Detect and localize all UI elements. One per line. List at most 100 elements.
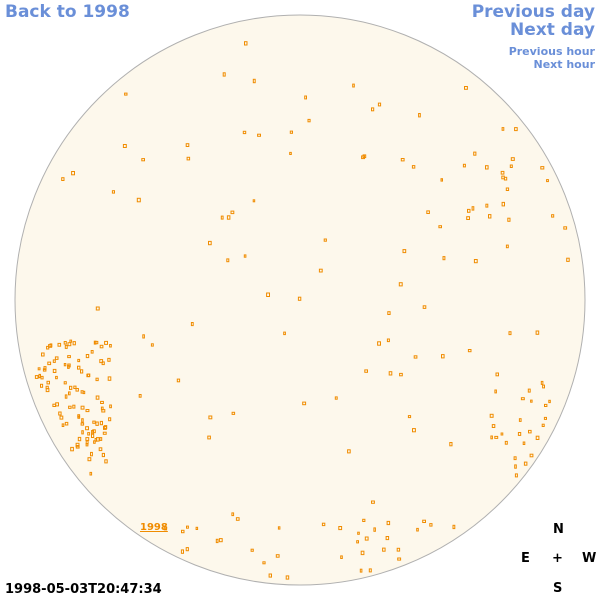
next-hour-link[interactable]: Next hour: [533, 58, 596, 71]
object-marker: [416, 527, 419, 532]
next-day-link[interactable]: Next day: [510, 20, 595, 40]
object-marker: [382, 547, 386, 552]
object-markers: [34, 41, 570, 580]
back-to-year-link[interactable]: Back to 1998: [5, 2, 130, 22]
object-marker: [494, 435, 499, 439]
object-marker: [208, 240, 212, 246]
object-marker: [235, 517, 240, 521]
object-marker: [530, 399, 533, 403]
object-marker: [541, 423, 545, 428]
object-marker: [551, 214, 555, 218]
object-marker: [388, 371, 393, 376]
object-marker: [230, 210, 235, 215]
object-marker: [215, 538, 219, 544]
object-marker: [70, 446, 74, 452]
object-marker: [368, 568, 372, 573]
object-marker: [522, 441, 526, 445]
object-marker: [387, 311, 391, 316]
object-marker: [64, 421, 69, 426]
object-marker: [504, 440, 508, 445]
object-marker: [186, 156, 191, 161]
object-marker: [111, 190, 116, 194]
object-marker: [356, 540, 360, 544]
object-marker: [150, 343, 154, 347]
year-marker-link[interactable]: 1998: [140, 522, 168, 533]
object-marker: [67, 364, 70, 369]
object-marker: [422, 305, 427, 309]
object-marker: [181, 529, 185, 534]
object-marker: [347, 449, 351, 454]
object-marker: [63, 381, 67, 385]
object-marker: [80, 405, 85, 410]
object-marker: [222, 72, 226, 77]
object-marker: [59, 415, 64, 420]
object-marker: [473, 259, 478, 264]
object-marker: [501, 127, 505, 131]
object-marker: [540, 380, 544, 385]
object-marker: [57, 342, 62, 347]
object-marker: [302, 401, 307, 406]
object-marker: [377, 102, 382, 107]
object-marker: [535, 435, 540, 441]
object-marker: [89, 471, 93, 476]
object-marker: [283, 331, 286, 336]
object-marker: [352, 83, 355, 88]
object-marker: [514, 127, 518, 132]
object-marker: [257, 133, 262, 137]
object-marker: [364, 369, 368, 373]
object-marker: [449, 442, 453, 447]
object-marker: [467, 349, 472, 353]
object-marker: [40, 375, 44, 380]
object-marker: [371, 500, 375, 504]
object-marker: [297, 296, 302, 301]
object-marker: [518, 418, 522, 422]
object-marker: [73, 385, 77, 390]
object-marker: [418, 113, 421, 118]
object-marker: [136, 197, 141, 203]
object-marker: [87, 373, 91, 377]
object-marker: [102, 431, 107, 435]
object-marker: [220, 215, 224, 220]
object-marker: [90, 451, 93, 457]
object-marker: [142, 334, 145, 339]
object-marker: [500, 170, 505, 175]
object-marker: [364, 536, 369, 541]
object-marker: [207, 435, 211, 440]
object-marker: [80, 369, 84, 374]
object-marker: [72, 341, 76, 346]
object-marker: [402, 249, 407, 254]
object-marker: [399, 372, 403, 377]
object-marker: [544, 403, 548, 407]
object-marker: [517, 432, 522, 436]
object-marker: [91, 433, 95, 439]
object-marker: [438, 225, 442, 229]
object-marker: [87, 457, 92, 462]
object-marker: [37, 367, 41, 371]
object-marker: [54, 356, 59, 360]
object-marker: [304, 95, 308, 100]
object-marker: [104, 340, 108, 345]
object-marker: [495, 372, 499, 377]
object-marker: [357, 531, 360, 535]
object-marker: [41, 352, 45, 357]
object-marker: [334, 396, 338, 400]
object-marker: [500, 432, 504, 436]
previous-hour-link[interactable]: Previous hour: [508, 45, 595, 58]
object-marker: [250, 548, 254, 552]
object-marker: [107, 357, 111, 362]
object-marker: [103, 425, 108, 430]
object-marker: [275, 554, 280, 558]
previous-day-link[interactable]: Previous day: [471, 2, 595, 22]
object-marker: [252, 78, 256, 84]
object-marker: [548, 399, 551, 404]
object-marker: [513, 456, 517, 461]
object-marker: [95, 421, 99, 426]
object-marker: [77, 436, 82, 442]
object-marker: [485, 165, 489, 170]
object-marker: [371, 107, 375, 112]
timestamp: 1998-05-03T20:47:34: [5, 582, 162, 597]
object-marker: [285, 575, 290, 580]
object-marker: [55, 375, 58, 380]
object-marker: [81, 418, 84, 423]
object-marker: [67, 355, 71, 359]
